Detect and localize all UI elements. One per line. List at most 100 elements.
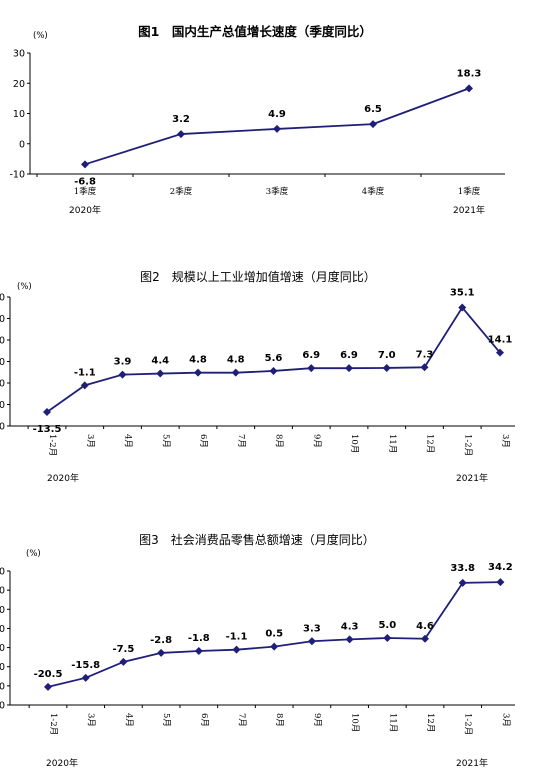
x-tick-label: 3月 — [500, 713, 510, 727]
data-point — [269, 366, 278, 375]
chart-title: 图3 社会消费品零售总额增速（月度同比） — [139, 532, 375, 547]
x-tick-label: 10月 — [349, 434, 359, 453]
x-tick-label: 3季度 — [266, 186, 289, 197]
data-point — [465, 84, 473, 93]
x-tick-label: 7月 — [236, 434, 246, 448]
x-tick-label: 1季度 — [74, 186, 97, 197]
data-label: 18.3 — [457, 68, 482, 79]
data-point — [118, 370, 127, 379]
x-tick-label: 1-2月 — [463, 713, 473, 735]
data-point — [44, 682, 52, 691]
data-point — [345, 364, 353, 373]
data-point — [80, 381, 89, 390]
x-tick-label: 6月 — [198, 434, 208, 448]
chart-title: 图2 规模以上工业增加值增速（月度同比） — [140, 269, 376, 284]
x-tick-label: 5月 — [160, 434, 170, 448]
x-tick-label: 4月 — [123, 713, 133, 727]
data-point — [345, 635, 354, 644]
data-label: 34.2 — [488, 562, 513, 573]
x-tick-label: 3月 — [86, 713, 96, 727]
data-label: 6.5 — [364, 104, 382, 115]
data-point — [81, 673, 90, 682]
data-point — [232, 645, 241, 654]
x-tick-label: 10月 — [350, 713, 360, 732]
x-tick-label: 3月 — [85, 434, 95, 448]
data-point — [81, 160, 89, 169]
data-label: 4.9 — [268, 109, 286, 120]
data-point — [382, 363, 391, 372]
x-tick-label: 12月 — [425, 713, 435, 732]
x-tick-label: 9月 — [311, 434, 321, 448]
data-label: 6.9 — [302, 350, 320, 361]
y-tick-label: 0 — [19, 139, 25, 150]
y-tick-label: 40 — [0, 293, 5, 304]
y-tick-label: 0 — [0, 643, 5, 654]
data-point — [194, 368, 202, 377]
data-point — [156, 369, 165, 378]
data-label: -1.8 — [188, 633, 210, 644]
data-label: 3.3 — [303, 623, 321, 634]
y-tick-label: 10 — [13, 109, 25, 120]
data-point — [496, 578, 505, 587]
x-tick-label: 4季度 — [362, 186, 385, 197]
y-tick-label: 0 — [0, 379, 5, 390]
x-tick-label: 5月 — [161, 713, 171, 727]
y-tick-label: 30 — [0, 586, 5, 597]
y-tick-label: -20 — [0, 681, 5, 692]
y-tick-label: 20 — [0, 336, 5, 347]
data-label: -1.1 — [226, 632, 248, 643]
y-unit-label: (%) — [17, 282, 32, 292]
data-label: 4.6 — [416, 621, 434, 632]
x-tick-label: 3月 — [500, 434, 510, 448]
year-label: 2020年 — [46, 757, 78, 769]
year-label: 2021年 — [456, 757, 488, 769]
data-label: 0.5 — [265, 629, 283, 640]
year-label: 2021年 — [453, 204, 485, 216]
data-label: -1.1 — [74, 367, 96, 378]
data-label: 4.3 — [341, 621, 359, 632]
data-label: -13.5 — [33, 424, 62, 435]
y-tick-label: 20 — [0, 605, 5, 616]
data-label: 3.9 — [114, 357, 132, 368]
data-label: 35.1 — [450, 288, 475, 299]
data-label: -2.8 — [150, 635, 172, 646]
data-point — [119, 657, 128, 666]
y-tick-label: 30 — [13, 49, 25, 60]
data-point — [231, 368, 240, 377]
x-tick-label: 6月 — [199, 713, 209, 727]
data-label: -20.5 — [34, 669, 63, 680]
data-point — [177, 130, 185, 139]
year-label: 2020年 — [47, 472, 79, 484]
data-point — [157, 648, 166, 657]
data-label: 33.8 — [450, 563, 475, 574]
x-tick-label: 8月 — [274, 713, 284, 727]
y-tick-label: -10 — [0, 400, 5, 411]
data-point — [43, 408, 51, 417]
data-point — [421, 634, 429, 643]
data-label: -6.8 — [74, 176, 96, 187]
data-point — [307, 364, 316, 373]
data-label: 6.9 — [340, 350, 358, 361]
data-point — [496, 348, 504, 357]
y-unit-label: (%) — [33, 31, 48, 41]
data-label: 14.1 — [488, 335, 513, 346]
data-point — [383, 634, 392, 642]
y-tick-label: 40 — [0, 567, 5, 578]
y-unit-label: (%) — [26, 549, 41, 559]
data-label: -15.8 — [71, 660, 100, 671]
data-label: -7.5 — [112, 644, 134, 655]
x-tick-label: 1-2月 — [462, 434, 472, 456]
data-label: 5.6 — [265, 353, 283, 364]
y-tick-label: 10 — [0, 357, 5, 368]
x-tick-label: 1-2月 — [48, 713, 58, 735]
data-label: 4.4 — [151, 356, 169, 367]
year-label: 2021年 — [456, 472, 488, 484]
x-tick-label: 2季度 — [170, 186, 193, 197]
y-tick-label: -30 — [0, 701, 5, 712]
y-tick-label: -10 — [0, 662, 5, 673]
chart-3: 图3 社会消费品零售总额增速（月度同比） (%) 40 30 20 10 0 -10 -20 -3… — [0, 532, 515, 769]
data-label: 7.0 — [378, 350, 396, 361]
data-point — [307, 637, 316, 646]
data-point — [420, 363, 429, 372]
